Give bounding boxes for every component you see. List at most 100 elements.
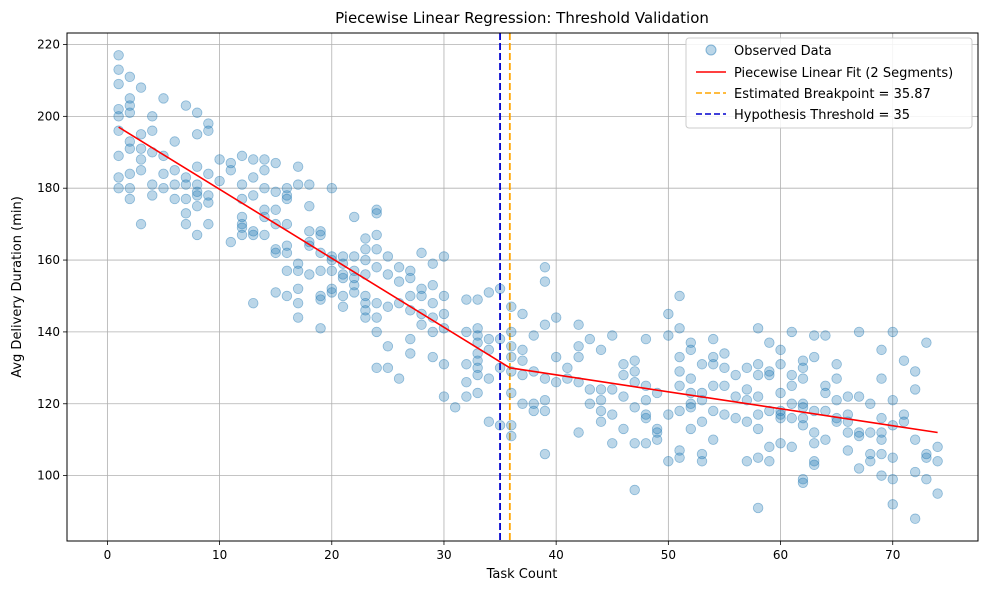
data-point <box>898 409 910 420</box>
data-point <box>932 456 943 467</box>
data-point <box>528 330 539 341</box>
data-point <box>371 208 382 219</box>
data-point <box>506 387 517 399</box>
data-point <box>393 276 405 287</box>
data-point <box>887 326 898 338</box>
data-point <box>640 394 652 406</box>
data-point <box>113 183 124 194</box>
data-point <box>371 262 382 273</box>
data-point <box>764 456 775 467</box>
data-point <box>932 441 943 453</box>
data-point <box>865 398 876 409</box>
data-point <box>808 456 820 467</box>
data-point <box>797 477 809 488</box>
data-point <box>259 229 270 241</box>
data-point <box>259 183 270 194</box>
data-point <box>158 168 169 180</box>
data-point <box>304 200 315 212</box>
data-point <box>517 398 528 409</box>
data-point <box>203 190 214 201</box>
data-point <box>360 305 371 316</box>
fit-line <box>118 126 938 434</box>
data-point <box>876 448 887 460</box>
data-point <box>203 125 214 136</box>
data-point <box>786 412 797 424</box>
data-point <box>405 348 416 359</box>
data-point <box>775 409 786 420</box>
data-point <box>506 341 517 352</box>
data-point <box>360 244 371 255</box>
data-point <box>550 351 562 363</box>
data-point <box>640 409 652 420</box>
data-point <box>416 283 427 294</box>
x-axis-ticks: 0 10 20 30 40 50 60 70 <box>104 541 900 562</box>
data-point <box>674 452 685 463</box>
data-point <box>752 409 764 420</box>
x-tick-label: 30 <box>436 548 451 562</box>
data-point <box>595 405 607 417</box>
data-point <box>651 423 663 435</box>
data-point <box>786 441 797 453</box>
data-point <box>135 143 147 154</box>
data-point <box>326 183 337 194</box>
data-point <box>506 430 517 442</box>
data-point <box>775 387 786 399</box>
data-point <box>629 355 640 366</box>
data-point <box>292 258 304 269</box>
data-point <box>573 351 584 363</box>
data-point <box>797 412 809 424</box>
data-point <box>775 344 786 356</box>
data-point <box>438 391 450 402</box>
data-point <box>909 366 921 377</box>
data-point <box>360 254 371 266</box>
data-point <box>842 445 854 456</box>
data-point <box>203 197 214 208</box>
data-point <box>203 118 214 129</box>
data-point <box>405 265 416 277</box>
data-point <box>898 355 910 366</box>
data-point <box>629 438 640 449</box>
legend-entry-threshold: Hypothesis Threshold = 35 <box>696 108 910 123</box>
data-point <box>719 409 730 420</box>
data-point <box>685 398 696 409</box>
data-point <box>808 330 820 341</box>
data-point <box>752 323 764 334</box>
plot-area <box>66 32 979 542</box>
data-point <box>528 405 539 417</box>
data-point <box>483 287 495 298</box>
data-point <box>640 438 652 449</box>
data-point <box>853 463 865 474</box>
data-point <box>853 427 865 438</box>
data-point <box>696 456 708 467</box>
data-point <box>304 179 315 190</box>
data-point <box>113 64 124 75</box>
data-point <box>360 290 371 302</box>
data-point <box>281 290 293 302</box>
data-point <box>472 387 483 399</box>
data-point <box>203 168 214 180</box>
data-point <box>663 456 674 467</box>
data-point <box>236 229 248 241</box>
data-point <box>180 179 192 190</box>
y-tick-label: 160 <box>37 253 60 267</box>
data-point <box>853 326 865 338</box>
data-point <box>236 150 248 162</box>
data-point <box>752 369 764 381</box>
data-point <box>696 416 708 427</box>
data-point <box>371 204 382 215</box>
data-point <box>292 179 304 190</box>
data-point <box>797 402 809 413</box>
data-point <box>607 438 618 449</box>
data-point <box>135 218 147 230</box>
data-point <box>618 359 629 370</box>
data-point <box>786 369 797 381</box>
y-tick-label: 140 <box>37 325 60 339</box>
data-point <box>629 402 640 413</box>
y-tick-label: 180 <box>37 181 60 195</box>
data-point <box>281 218 293 230</box>
data-point <box>248 297 259 309</box>
data-point <box>573 377 584 388</box>
data-point <box>337 301 349 312</box>
data-point <box>808 459 820 471</box>
x-tick-label: 60 <box>773 548 788 562</box>
